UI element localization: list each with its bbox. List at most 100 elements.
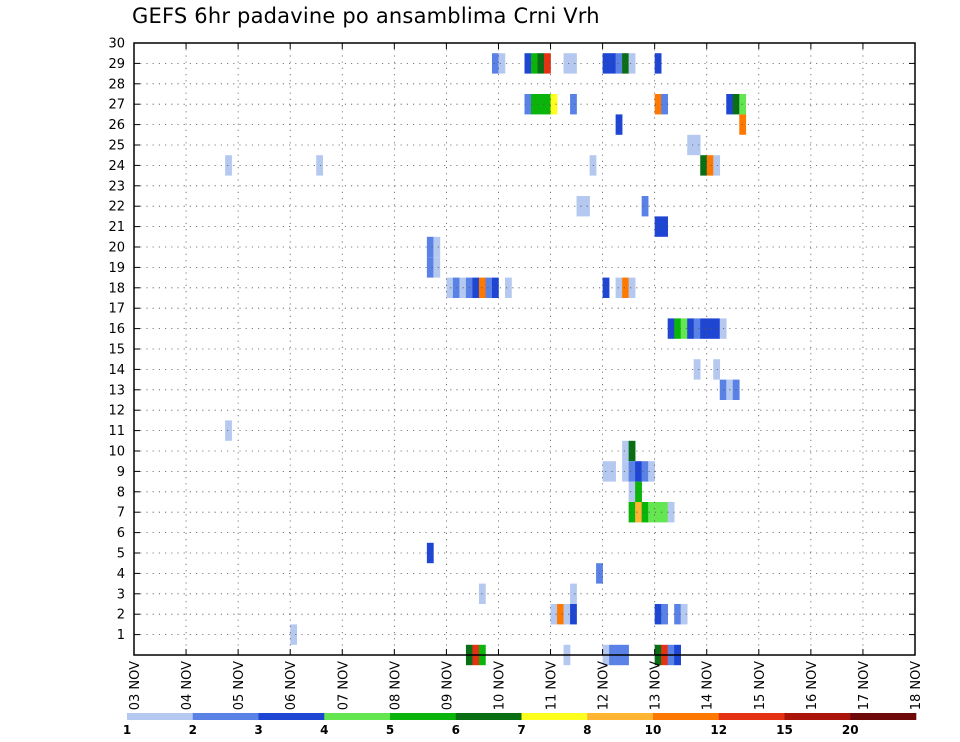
heatmap-cell	[654, 604, 662, 625]
legend-label: 12	[710, 723, 727, 737]
heatmap-cell	[641, 502, 649, 523]
heatmap-cell	[635, 502, 642, 523]
heatmap-cell	[693, 318, 701, 339]
x-tick-label: 05 NOV	[232, 661, 247, 710]
heatmap-cell	[290, 624, 298, 645]
heatmap-cell	[654, 216, 662, 237]
y-tick-label: 18	[108, 281, 125, 296]
heatmap-cell	[622, 53, 629, 74]
heatmap-cell	[713, 359, 721, 380]
y-tick-label: 19	[108, 261, 125, 276]
y-tick-label: 13	[108, 383, 125, 398]
heatmap-cell	[661, 94, 668, 115]
legend-label: 7	[517, 723, 525, 737]
heatmap-cell	[426, 236, 434, 258]
x-axis-ticks: 03 NOV 04 NOV 05 NOV 06 NOV 07 NOV 08 NOV 09 N…	[128, 43, 924, 710]
heatmap-cell	[225, 420, 232, 441]
heatmap-cell	[524, 94, 532, 115]
heatmap-cell	[225, 155, 232, 176]
heatmap-cell	[426, 542, 434, 564]
y-tick-label: 2	[117, 608, 125, 623]
heatmap-cell	[674, 318, 681, 339]
heatmap-cell	[693, 134, 701, 156]
x-tick-label: 13 NOV	[649, 661, 664, 710]
heatmap-cell	[661, 604, 668, 625]
legend-label: 8	[583, 723, 591, 737]
heatmap-cell	[615, 114, 623, 135]
heatmap-cell	[570, 53, 577, 74]
legend-swatch	[718, 713, 785, 720]
heatmap-cell	[628, 461, 636, 482]
heatmap-cell	[641, 461, 649, 482]
heatmap-cell	[674, 604, 681, 625]
x-tick-label: 12 NOV	[597, 661, 612, 710]
heatmap-cell	[433, 257, 441, 278]
y-tick-label: 27	[108, 98, 125, 113]
heatmap-cell	[693, 359, 701, 380]
heatmap-cell	[537, 94, 545, 115]
legend-label: 3	[254, 723, 262, 737]
legend-swatch	[324, 713, 391, 720]
y-tick-label: 5	[117, 547, 125, 562]
y-tick-label: 20	[108, 241, 125, 256]
heatmap-cell	[654, 502, 662, 523]
grid-lines	[134, 43, 915, 655]
heatmap-cell	[687, 318, 695, 339]
y-tick-label: 6	[117, 526, 125, 541]
x-tick-label: 04 NOV	[180, 661, 195, 710]
y-tick-label: 8	[117, 485, 125, 500]
heatmap-cell	[713, 318, 721, 339]
heatmap-cell	[622, 461, 629, 482]
heatmap-cell	[550, 94, 558, 115]
y-tick-label: 23	[108, 179, 125, 194]
y-tick-label: 11	[108, 424, 125, 439]
chart-title: GEFS 6hr padavine po ansamblima Crni Vrh	[132, 4, 600, 28]
y-tick-label: 7	[117, 506, 125, 521]
heatmap-cell	[648, 502, 655, 523]
heatmap-cell	[628, 277, 636, 298]
heatmap-cell	[654, 94, 662, 115]
legend-swatch	[521, 713, 588, 720]
color-legend: 1 2 3 4 5 6 7 8 10 12 15 20	[123, 713, 917, 737]
heatmap-cell	[570, 583, 577, 604]
y-tick-label: 17	[108, 302, 125, 317]
heatmap-cell	[680, 604, 688, 625]
legend-swatch	[455, 713, 522, 720]
heatmap-cell	[635, 481, 642, 502]
legend-swatch	[192, 713, 259, 720]
legend-swatch	[390, 713, 457, 720]
heatmap-cell	[706, 318, 714, 339]
x-tick-label: 03 NOV	[128, 661, 143, 710]
heatmap-cell	[426, 257, 434, 278]
legend-swatch	[653, 713, 720, 720]
x-tick-label: 10 NOV	[492, 661, 507, 710]
legend-label: 5	[386, 723, 394, 737]
heatmap-cell	[524, 53, 532, 74]
heatmap-cell	[446, 277, 454, 298]
heatmap-cell	[485, 277, 493, 298]
heatmap-cell	[491, 53, 499, 74]
heatmap-cell	[713, 155, 721, 176]
heatmap-cell	[544, 94, 551, 115]
y-tick-label: 29	[108, 57, 125, 72]
x-tick-label: 18 NOV	[909, 661, 924, 710]
heatmap-cell	[531, 53, 538, 74]
heatmap-cell	[654, 53, 662, 74]
heatmap-cell	[504, 277, 512, 298]
heatmap-cell	[433, 236, 441, 258]
heatmap-cell	[531, 94, 538, 115]
heatmap-cell	[498, 53, 506, 74]
y-tick-label: 28	[108, 77, 125, 92]
legend-label: 1	[123, 723, 131, 737]
y-tick-label: 15	[108, 343, 125, 358]
heatmap-cell	[570, 94, 577, 115]
y-axis-ticks: 1234567891011121314151617181920212223242…	[108, 37, 915, 643]
y-tick-label: 21	[108, 220, 125, 235]
heatmap-cell	[537, 53, 545, 74]
heatmap-cell	[661, 502, 668, 523]
heatmap-cell	[628, 53, 636, 74]
heatmap-cell	[615, 53, 623, 74]
heatmap-cell	[550, 604, 558, 625]
heatmap-cell	[628, 502, 636, 523]
x-tick-label: 07 NOV	[336, 661, 351, 710]
